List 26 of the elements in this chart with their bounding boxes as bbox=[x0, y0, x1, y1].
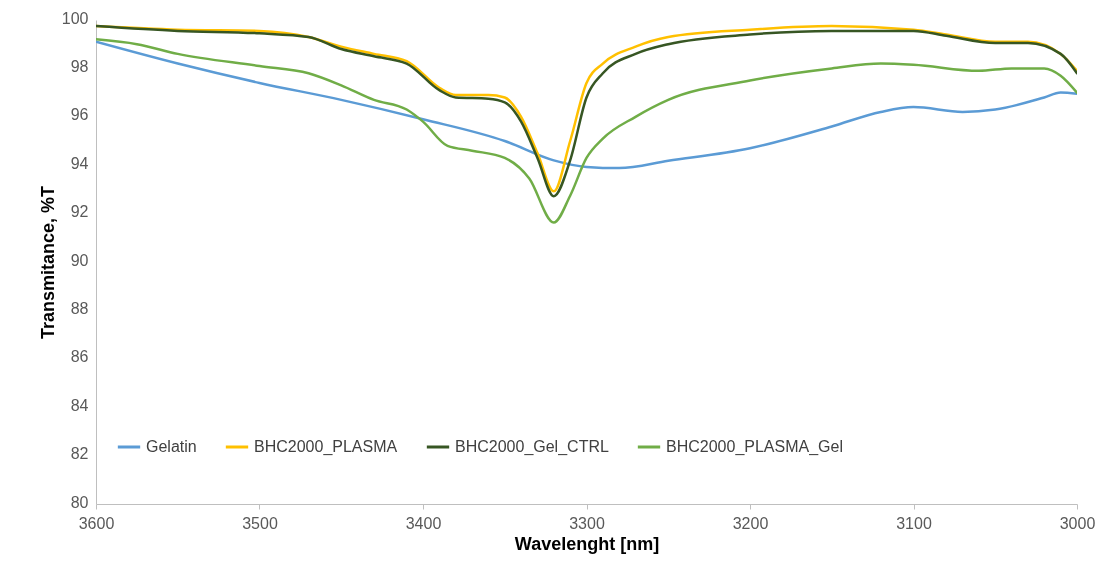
x-tick-label: 3600 bbox=[78, 514, 115, 532]
line-series bbox=[96, 40, 1077, 170]
legend-label: BHC2000_PLASMA bbox=[254, 438, 398, 456]
y-tick-label: 84 bbox=[70, 396, 89, 414]
y-tick-label: 100 bbox=[61, 9, 89, 27]
y-tick-label: 82 bbox=[70, 445, 89, 463]
x-tick-label: 3000 bbox=[1059, 514, 1096, 532]
y-tick-label: 90 bbox=[70, 251, 89, 269]
y-tick-label: 96 bbox=[70, 106, 89, 124]
x-axis-title: Wavelenght [nm] bbox=[514, 533, 660, 554]
x-tick-label: 3400 bbox=[405, 514, 442, 532]
x-tick-label: 3200 bbox=[732, 514, 769, 532]
line-series bbox=[96, 38, 1077, 224]
y-axis-title: Transmitance, %T bbox=[37, 185, 58, 340]
y-tick-label: 94 bbox=[70, 154, 89, 172]
x-tick-label: 3100 bbox=[896, 514, 932, 532]
y-tick-label: 98 bbox=[70, 57, 89, 75]
legend-label: BHC2000_Gel_CTRL bbox=[455, 438, 609, 456]
y-tick-label: 88 bbox=[70, 299, 89, 317]
legend-label: Gelatin bbox=[146, 438, 197, 455]
y-tick-label: 86 bbox=[70, 348, 89, 366]
y-tick-label: 80 bbox=[70, 493, 89, 511]
x-tick-label: 3300 bbox=[569, 514, 605, 532]
x-tick-label: 3500 bbox=[242, 514, 278, 532]
y-tick-label: 92 bbox=[70, 203, 89, 221]
legend-label: BHC2000_PLASMA_Gel bbox=[666, 438, 843, 456]
